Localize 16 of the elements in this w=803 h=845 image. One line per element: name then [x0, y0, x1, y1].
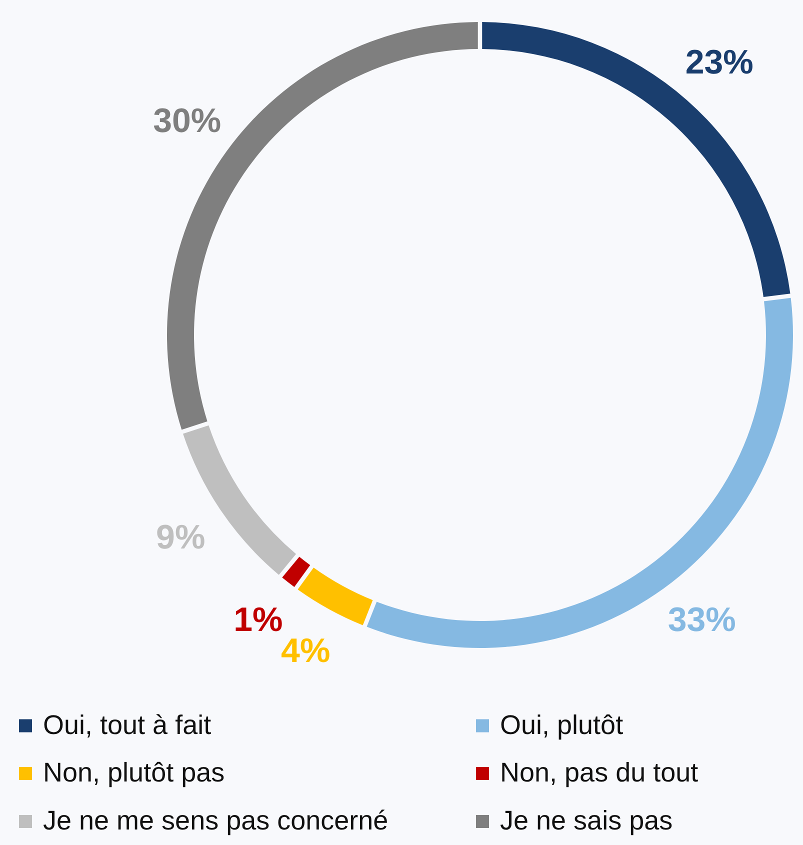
data-label: 1% — [234, 601, 283, 640]
donut-slice — [482, 22, 790, 298]
legend-label: Oui, tout à fait — [43, 710, 212, 740]
data-label: 30% — [153, 102, 222, 140]
data-label: 33% — [668, 601, 736, 640]
legend-label: Oui, plutôt — [500, 710, 624, 740]
legend-label: Je ne me sens pas concerné — [43, 806, 388, 836]
data-label: 4% — [281, 632, 330, 670]
legend-label: Non, pas du tout — [500, 758, 699, 788]
data-label: 23% — [685, 43, 754, 82]
legend-label: Je ne sais pas — [500, 806, 673, 836]
donut-slice — [366, 298, 793, 648]
donut-slice — [282, 556, 310, 587]
legend-label: Non, plutôt pas — [43, 758, 225, 788]
data-label: 9% — [156, 518, 206, 556]
donut-slice — [298, 568, 373, 626]
